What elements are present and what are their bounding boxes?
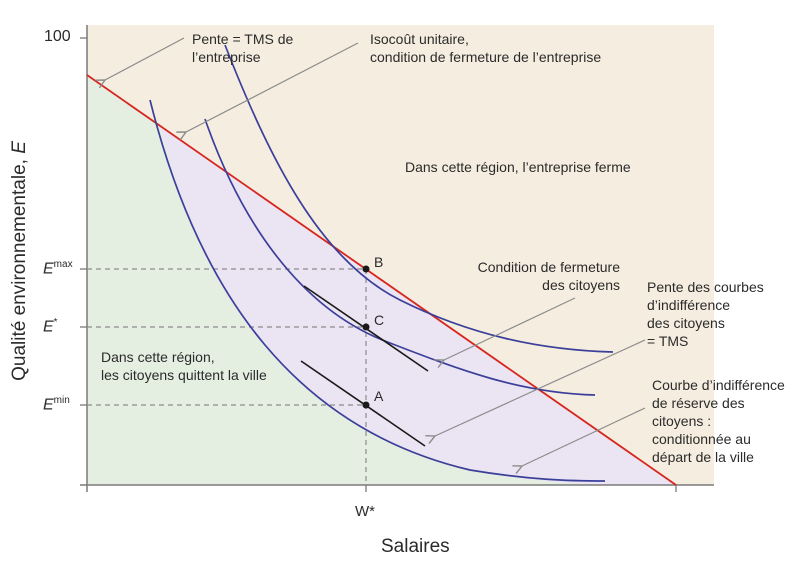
guide-lines [87, 268, 367, 485]
annotation-courbe-reserve: Courbe d’indifférence de réserve des cit… [652, 376, 785, 466]
annotation-line: les citoyens quittent la ville [101, 367, 267, 383]
annotation-pente-citoyens: Pente des courbes d’indifférence des cit… [647, 278, 764, 350]
annotation-line: Pente des courbes [647, 279, 764, 295]
annotation-line: conditionnée au [652, 431, 751, 447]
annotation-line: = TMS [647, 333, 689, 349]
point-a [362, 401, 370, 409]
y-tick-label-estar: E* [43, 317, 58, 336]
indifference-curve-closure [224, 44, 614, 353]
y-axis-title-var: E [9, 141, 30, 154]
annotation-line: condition de fermeture de l’entreprise [370, 49, 602, 65]
y-axis-title: Qualité environnementale, E [9, 141, 31, 381]
annotation-line: des citoyens [647, 315, 725, 331]
x-tick-label-wstar: W* [355, 503, 375, 520]
arrow-isocout [186, 42, 359, 132]
indifference-curve-reserve [149, 99, 606, 482]
annotation-pente-entreprise: Pente = TMS de l’entreprise [192, 30, 293, 66]
label-c: C [374, 312, 385, 328]
annotation-line: Condition de fermeture [477, 259, 620, 275]
annotation-line: d’indifférence [647, 297, 731, 313]
y-tick-label-100: 100 [44, 28, 71, 45]
y-tick-label-emax: Emax [43, 259, 73, 278]
emin-base: E [43, 396, 54, 414]
arrow-condition-citoyens [444, 297, 576, 360]
emax-sup: max [53, 259, 73, 270]
arrow-pente-citoyens [435, 339, 646, 436]
annotation-line: de réserve des [652, 395, 745, 411]
annotation-region-entreprise: Dans cette région, l’entreprise ferme [405, 159, 631, 175]
emin-sup: min [53, 395, 70, 406]
annotation-line: l’entreprise [192, 49, 261, 65]
annotation-condition-citoyens: Condition de fermeture des citoyens [440, 258, 620, 294]
annotation-line: Courbe d’indifférence [652, 377, 785, 393]
point-b [362, 265, 370, 273]
isocost-line [86, 74, 677, 486]
annotation-region-citoyens: Dans cette région, les citoyens quittent… [101, 348, 267, 384]
citizens-leave-region [87, 75, 605, 485]
annotation-line: départ de la ville [652, 449, 754, 465]
annotation-isocout: Isocoût unitaire, condition de fermeture… [370, 30, 601, 66]
annotation-line: des citoyens [542, 277, 620, 293]
x-axis-title: Salaires [381, 536, 450, 557]
arrow-courbe-reserve [522, 407, 646, 466]
annotation-line: Isocoût unitaire, [370, 31, 469, 47]
estar-sup: * [53, 317, 58, 328]
annotation-line: Dans cette région, [101, 349, 215, 365]
y-tick-label-emin: Emin [43, 395, 70, 414]
estar-base: E [43, 318, 54, 336]
y-axis-title-text: Qualité environnementale, [9, 153, 30, 381]
label-a: A [374, 388, 384, 404]
annotation-line: Pente = TMS de [192, 31, 294, 47]
arrow-pente-entreprise [105, 37, 185, 80]
label-b: B [374, 254, 384, 270]
emax-base: E [43, 260, 54, 278]
annotation-line: citoyens : [652, 413, 712, 429]
point-c [362, 323, 370, 331]
